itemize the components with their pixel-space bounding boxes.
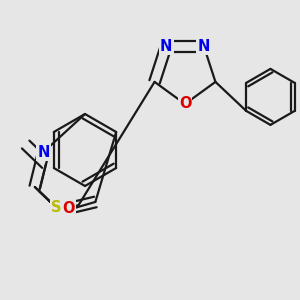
Text: O: O [179, 97, 191, 112]
Text: N: N [55, 204, 67, 219]
Text: N: N [198, 39, 210, 54]
Text: N: N [37, 145, 50, 160]
Text: N: N [160, 39, 172, 54]
Text: O: O [62, 201, 74, 216]
Text: S: S [51, 200, 62, 215]
